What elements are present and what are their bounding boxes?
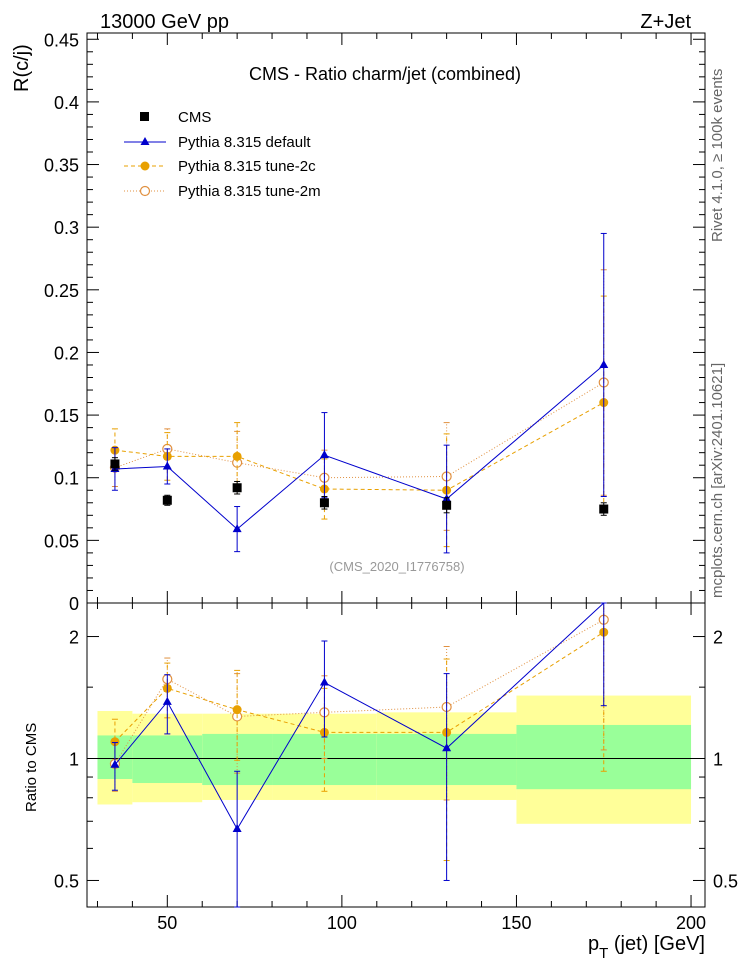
- ratio-tick-label: 0.5: [54, 871, 79, 891]
- y-axis-label: R(c/j): [11, 44, 33, 92]
- y-tick-label: 0.1: [54, 469, 79, 489]
- cms-data-point: [162, 495, 172, 505]
- legend-label-cms: CMS: [178, 109, 211, 126]
- legend-item-default: Pythia 8.315 default: [124, 134, 311, 151]
- default-marker: [319, 450, 329, 459]
- cms-data-point: [319, 498, 329, 508]
- y-tick-label: 0.45: [44, 30, 79, 50]
- mcplots-label: mcplots.cern.ch [arXiv:2401.10621]: [709, 363, 726, 598]
- y-tick-label: 0.2: [54, 343, 79, 363]
- legend-item-cms: CMS: [140, 109, 211, 126]
- default-marker: [162, 461, 172, 470]
- default-marker: [162, 696, 172, 705]
- legend-label-default: Pythia 8.315 default: [178, 134, 311, 151]
- x-tick-label: 200: [676, 913, 706, 933]
- default-marker: [442, 743, 452, 752]
- y-tick-label: 0.15: [44, 406, 79, 426]
- ratio-tick-label-right: 2: [713, 628, 723, 648]
- y-tick-label: 0.4: [54, 93, 79, 113]
- tune-2c-ratio-line: [114, 631, 605, 743]
- cms-data-point: [442, 500, 452, 510]
- ratio-band-inner: [132, 735, 203, 784]
- default-marker: [599, 359, 609, 368]
- header-right-label: Z+Jet: [640, 11, 691, 33]
- ratio-y-axis-label: Ratio to CMS: [23, 723, 40, 812]
- chart-title: CMS - Ratio charm/jet (combined): [249, 64, 521, 84]
- ratio-tick-label-right: 1: [713, 750, 723, 770]
- y-tick-label: 0.05: [44, 531, 79, 551]
- tune-2c-marker: [232, 451, 242, 461]
- tune-2c-marker: [232, 705, 242, 715]
- header-left-label: 13000 GeV pp: [100, 11, 229, 33]
- x-axis-label: pT (jet) [GeV]: [588, 933, 705, 962]
- default-marker: [110, 759, 120, 768]
- default-ratio-line: [114, 602, 605, 830]
- tune-2m-ratio-line: [114, 619, 604, 765]
- legend-item-tune-2m: Pythia 8.315 tune-2m: [124, 183, 321, 200]
- default-marker: [232, 524, 242, 533]
- legend: CMS Pythia 8.315 default Pythia 8.315 tu…: [124, 109, 321, 200]
- legend-item-tune-2c: Pythia 8.315 tune-2c: [124, 158, 316, 175]
- cms-data-point: [599, 504, 609, 514]
- rivet-label: Rivet 4.1.0, ≥ 100k events: [709, 69, 726, 242]
- x-tick-label: 100: [327, 913, 357, 933]
- y-tick-label: 0.3: [54, 218, 79, 238]
- tune-2c-marker: [110, 737, 120, 747]
- default-marker: [319, 677, 329, 686]
- tune-2c-series-line: [114, 402, 604, 491]
- analysis-id: (CMS_2020_I1776758): [329, 559, 464, 574]
- y-tick-label: 0.25: [44, 281, 79, 301]
- tune-2m-series-line: [114, 382, 605, 479]
- cms-data-point: [232, 483, 242, 493]
- y-tick-label: 0.35: [44, 156, 79, 176]
- y-tick-label: 0: [69, 594, 79, 614]
- ratio-plot-frame: [86, 602, 706, 908]
- x-tick-label: 150: [501, 913, 531, 933]
- ratio-tick-label: 2: [69, 628, 79, 648]
- x-tick-label: 50: [157, 913, 177, 933]
- ratio-tick-label: 1: [69, 750, 79, 770]
- ratio-tick-label-right: 0.5: [713, 871, 738, 891]
- default-marker: [232, 823, 242, 832]
- default-series-line: [114, 364, 605, 530]
- cms-data-point: [110, 459, 120, 469]
- legend-label-tune-2c: Pythia 8.315 tune-2c: [178, 158, 316, 175]
- legend-label-tune-2m: Pythia 8.315 tune-2m: [178, 183, 321, 200]
